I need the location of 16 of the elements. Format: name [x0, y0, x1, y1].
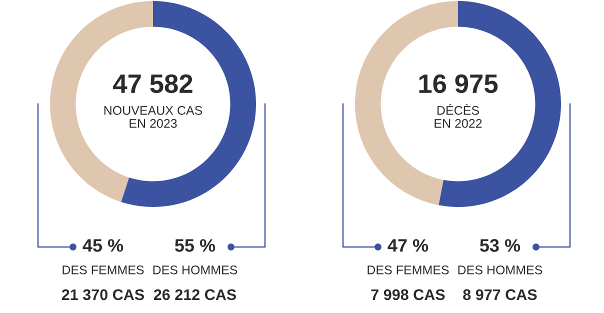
text: 7 998 CAS: [371, 289, 445, 300]
slice-label: DES FEMMES: [62, 266, 144, 274]
text: 47 582: [113, 74, 192, 94]
text: DÉCÈS EN 2022: [434, 104, 482, 128]
text: NOUVEAUX CAS EN 2023: [104, 106, 202, 128]
slice-label: DES HOMMES: [458, 266, 542, 274]
slice-label: DES HOMMES: [153, 266, 238, 274]
data-label: 55 %: [174, 239, 216, 252]
slice-label: DES FEMMES: [368, 266, 449, 274]
text: 16 975: [419, 74, 498, 94]
data-label: 53 %: [480, 239, 520, 252]
data-label: 45 %: [82, 239, 124, 252]
data-label: 47 %: [388, 239, 428, 252]
text: 8 977 CAS: [463, 289, 537, 300]
text: 26 212 CAS: [154, 289, 236, 300]
text: 21 370 CAS: [62, 289, 144, 300]
